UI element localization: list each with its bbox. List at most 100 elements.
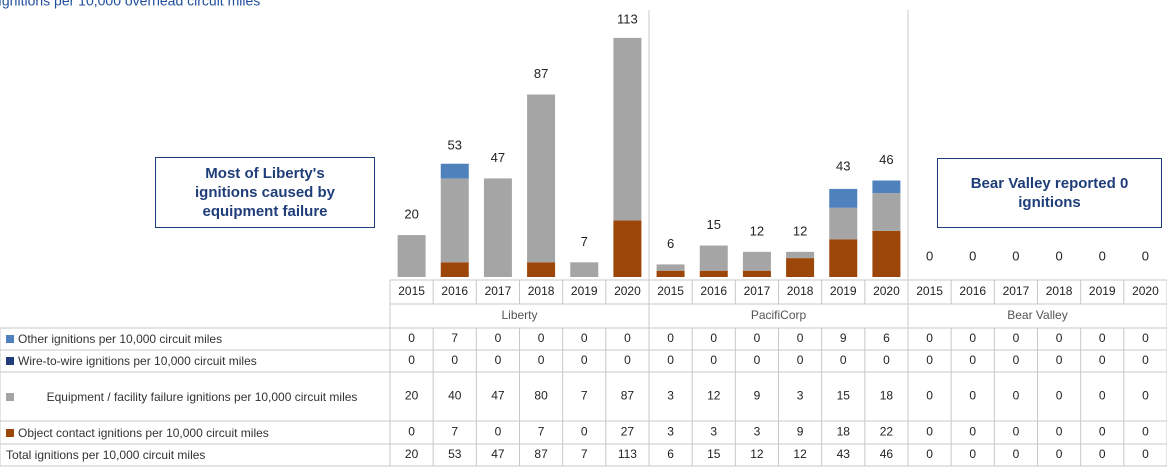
table-cell: 7: [451, 425, 458, 439]
annotation: Most of Liberty's ignitions caused by eq…: [155, 157, 375, 228]
table-cell: 12: [750, 447, 764, 461]
table-cell: 0: [969, 425, 976, 439]
table-cell: 0: [1013, 447, 1020, 461]
table-cell: 43: [837, 447, 851, 461]
x-tick-label: 2016: [441, 284, 468, 298]
table-cell: 0: [451, 353, 458, 367]
legend-label: Total ignitions per 10,000 circuit miles: [6, 448, 206, 462]
table-cell: 0: [667, 331, 674, 345]
table-cell: 0: [408, 353, 415, 367]
x-tick-label: 2020: [873, 284, 900, 298]
table-cell: 113: [618, 447, 637, 461]
bar-segment: [440, 163, 469, 179]
bar-segment: [742, 270, 771, 277]
bar-segment: [872, 230, 901, 277]
table-cell: 6: [667, 447, 674, 461]
bar-segment: [786, 258, 815, 277]
table-cell: 0: [1142, 447, 1149, 461]
row-label: Equipment / facility failure ignitions p…: [6, 390, 357, 404]
table-cell: 0: [624, 331, 631, 345]
table-cell: 6: [883, 331, 890, 345]
table-cell: 3: [710, 425, 717, 439]
x-tick-label: 2015: [916, 284, 943, 298]
row-label: Object contact ignitions per 10,000 circ…: [6, 425, 269, 440]
table-cell: 3: [667, 425, 674, 439]
legend-label: Object contact ignitions per 10,000 circ…: [18, 425, 269, 440]
table-cell: 40: [448, 389, 462, 403]
table-cell: 0: [883, 353, 890, 367]
table-cell: 0: [1142, 425, 1149, 439]
x-tick-label: 2018: [1046, 284, 1073, 298]
table-cell: 0: [1013, 425, 1020, 439]
table-cell: 0: [797, 331, 804, 345]
table-cell: 0: [624, 353, 631, 367]
table-cell: 0: [1099, 389, 1106, 403]
x-tick-label: 2019: [1089, 284, 1116, 298]
table-cell: 0: [926, 447, 933, 461]
x-tick-label: 2019: [830, 284, 857, 298]
annotation-text: Bear Valley reported 0 ignitions: [937, 158, 1162, 228]
x-tick-label: 2017: [485, 284, 512, 298]
table-cell: 80: [534, 389, 548, 403]
bar-segment: [570, 262, 599, 277]
total-label: 15: [707, 217, 721, 232]
legend-key: [6, 392, 14, 401]
table-cell: 0: [408, 425, 415, 439]
legend-key: [6, 428, 14, 437]
total-label: 12: [793, 223, 807, 238]
table-cell: 0: [926, 331, 933, 345]
bar-segment: [742, 251, 771, 271]
table-cell: 0: [1142, 353, 1149, 367]
legend-key: [6, 335, 14, 343]
table-cell: 0: [1099, 353, 1106, 367]
table-cell: 0: [926, 425, 933, 439]
table-cell: 0: [495, 353, 502, 367]
table-cell: 0: [710, 331, 717, 345]
total-label: 7: [581, 234, 588, 249]
table-cell: 0: [969, 447, 976, 461]
table-cell: 0: [926, 389, 933, 403]
table-cell: 3: [797, 389, 804, 403]
table-cell: 15: [707, 447, 721, 461]
table-cell: 7: [538, 425, 545, 439]
bar-segment: [440, 262, 469, 277]
table-cell: 0: [1142, 331, 1149, 345]
table-cell: 0: [969, 353, 976, 367]
total-label: 53: [448, 137, 462, 152]
x-tick-label: 2019: [571, 284, 598, 298]
row-label: Total ignitions per 10,000 circuit miles: [6, 448, 206, 462]
x-tick-label: 2015: [398, 284, 425, 298]
bar-segment: [699, 245, 728, 271]
annotation-text: Most of Liberty's ignitions caused by eq…: [155, 157, 375, 228]
total-label: 47: [491, 150, 505, 165]
table-cell: 0: [1056, 353, 1063, 367]
total-label: 43: [836, 158, 850, 173]
bar-segment: [440, 178, 469, 263]
table-cell: 87: [534, 447, 548, 461]
total-label: 0: [1055, 248, 1062, 263]
table-cell: 7: [581, 389, 588, 403]
table-cell: 53: [448, 447, 462, 461]
table-cell: 0: [1056, 447, 1063, 461]
bar-segment: [829, 207, 858, 240]
table-cell: 20: [405, 447, 419, 461]
bar-segment: [786, 251, 815, 259]
bar-segment: [656, 270, 685, 277]
table-cell: 0: [969, 331, 976, 345]
table-cell: 0: [840, 353, 847, 367]
total-label: 0: [969, 248, 976, 263]
table-cell: 9: [840, 331, 847, 345]
total-label: 0: [1099, 248, 1106, 263]
table-cell: 0: [926, 353, 933, 367]
row-label: Other ignitions per 10,000 circuit miles: [6, 332, 222, 346]
table-cell: 7: [451, 331, 458, 345]
bar-segment: [829, 188, 858, 208]
bar-segment: [872, 180, 901, 194]
total-label: 0: [1012, 248, 1019, 263]
total-label: 46: [879, 152, 893, 167]
group-label: Liberty: [501, 308, 537, 322]
table-cell: 18: [837, 425, 851, 439]
table-cell: 0: [667, 353, 674, 367]
table-cell: 0: [581, 353, 588, 367]
bar-segment: [527, 94, 556, 263]
